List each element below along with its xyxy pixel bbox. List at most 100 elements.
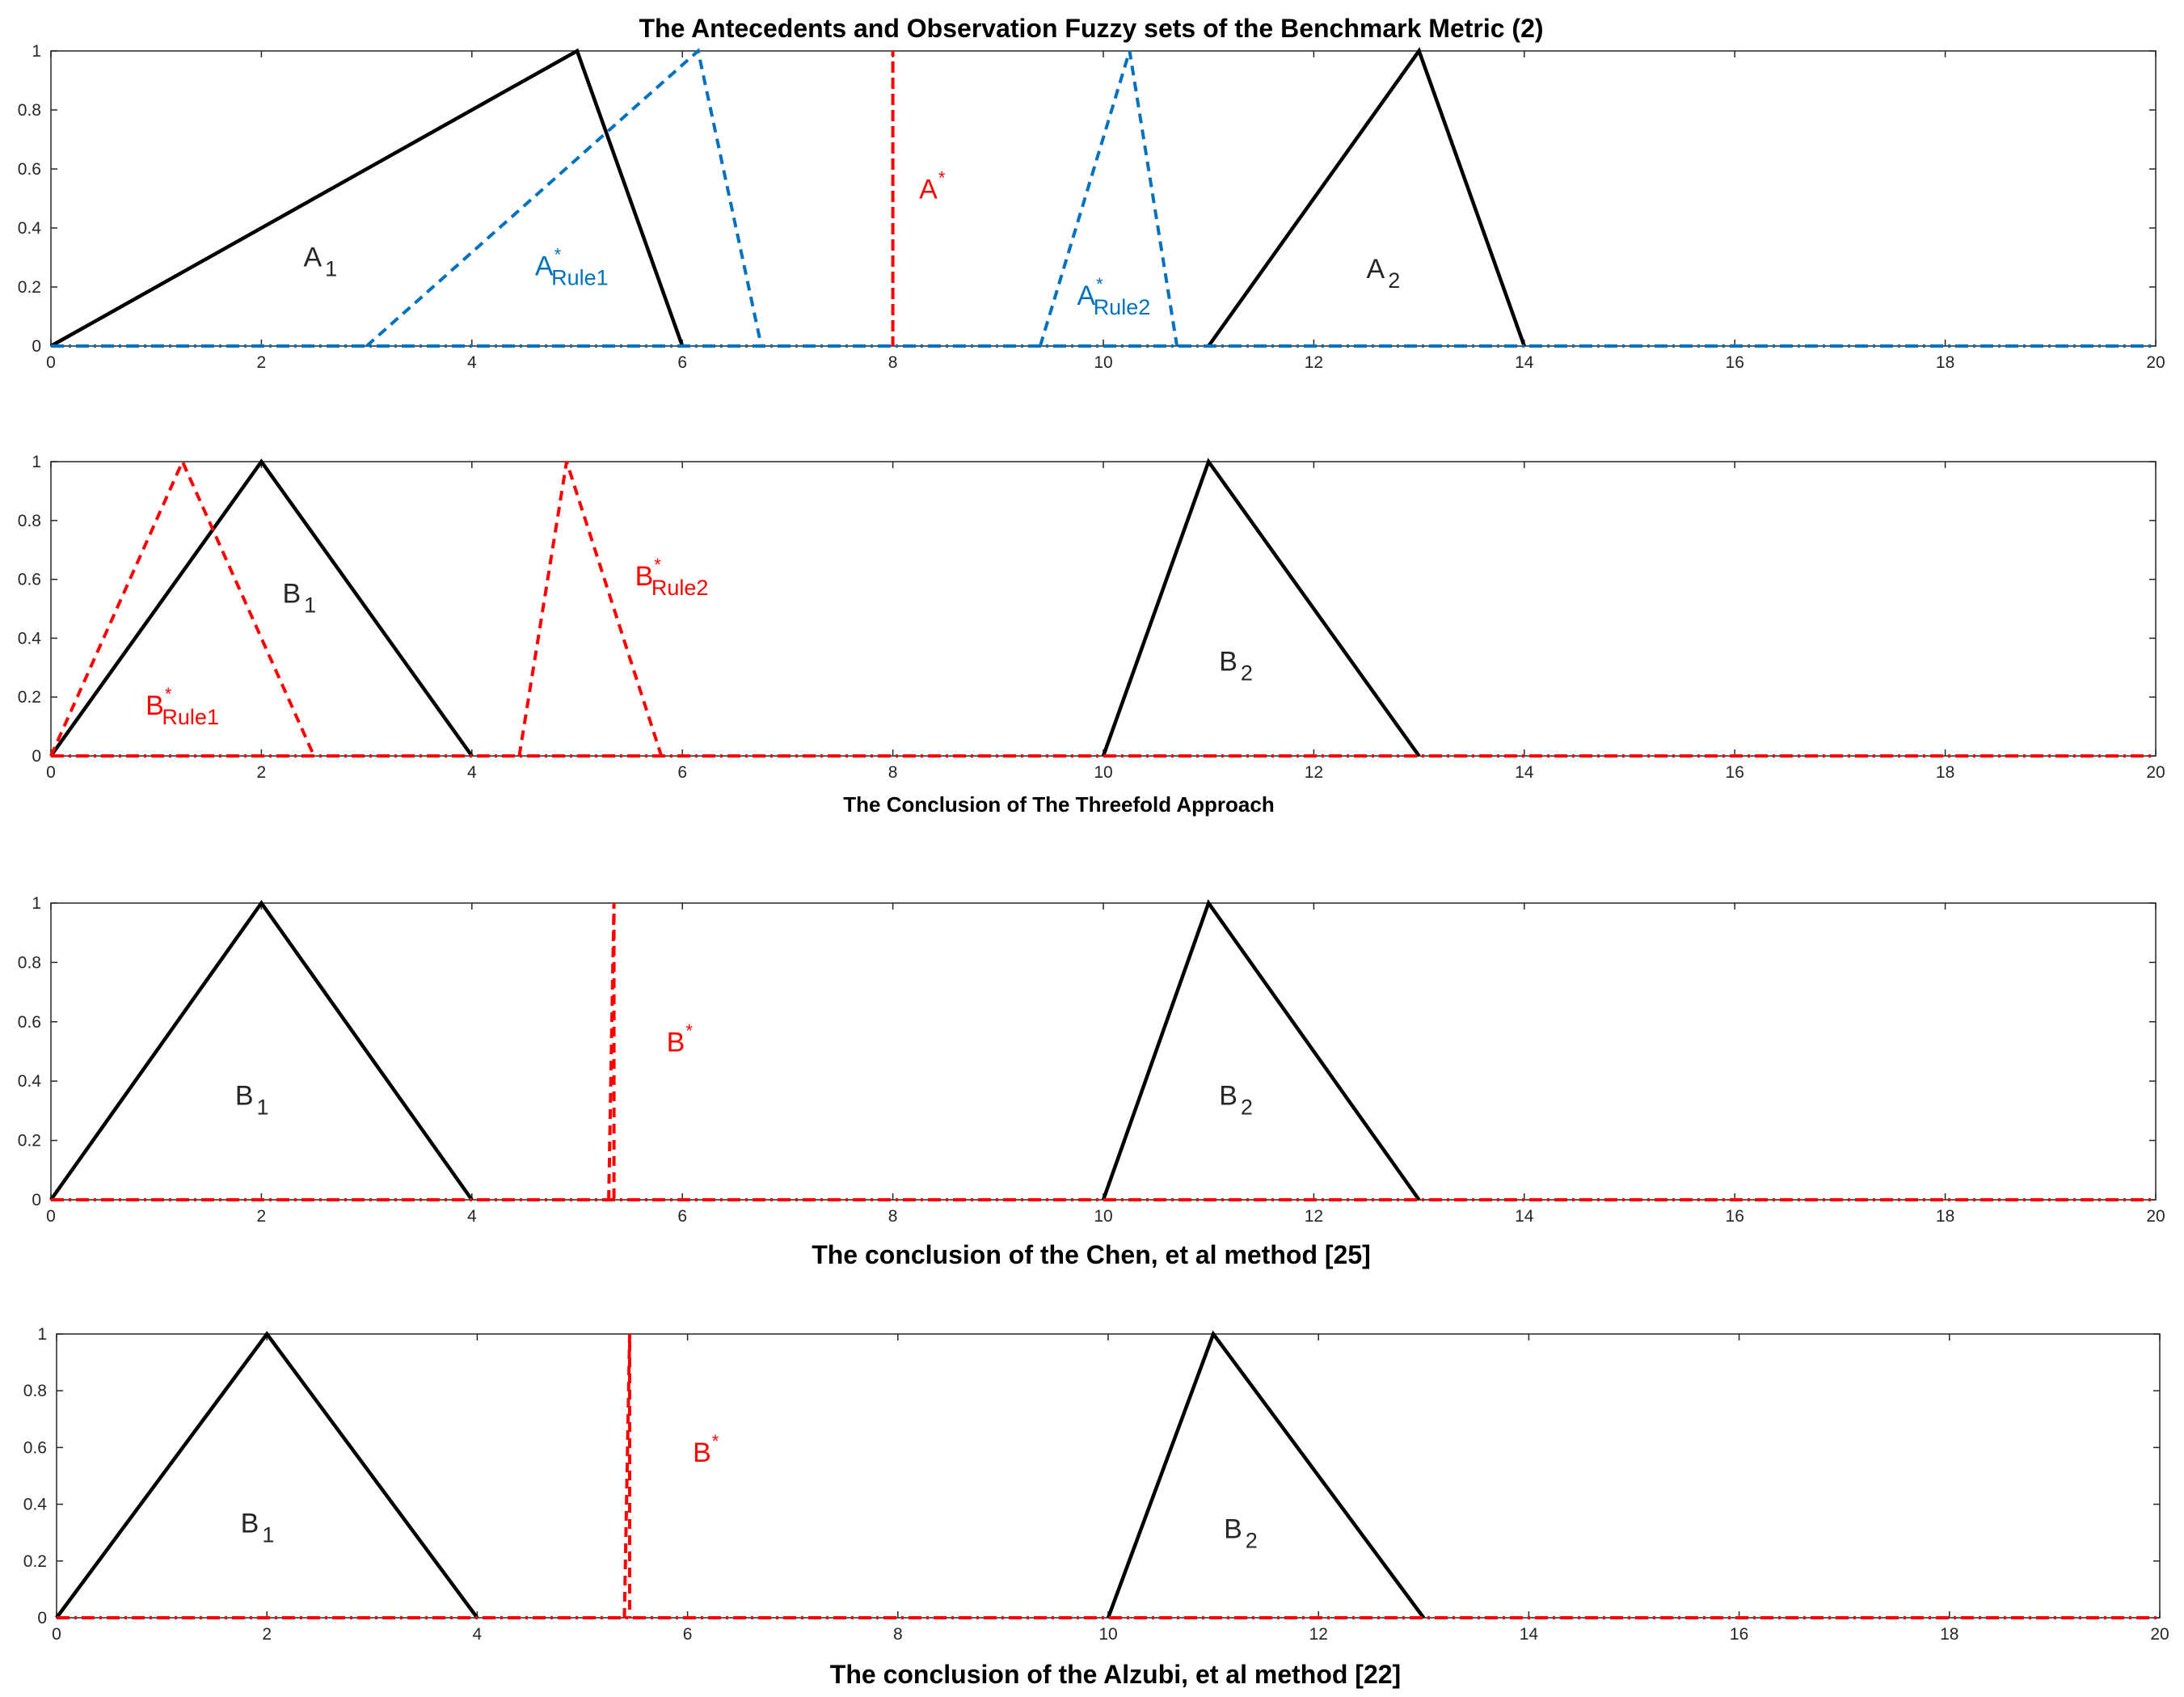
chart-panel-2: 0 2 4 6 8 10 12 14 16 18 20 0 0.2 0.4 0.6 0.8 1 B 1 B* Rule1…: [18, 453, 2165, 817]
set-label: A*: [919, 168, 946, 205]
y-tick-label: 0.8: [18, 101, 41, 120]
x-tick-label: 14: [1515, 1207, 1534, 1226]
x-tick-label: 10: [1094, 353, 1112, 372]
x-tick-label: 2: [262, 1625, 272, 1644]
y-tick-label: 0.4: [23, 1496, 48, 1514]
x-tick-label: 2: [257, 1207, 267, 1226]
y-tick-label: 0.4: [18, 629, 42, 648]
x-tick-label: 0: [46, 353, 56, 372]
y-tick-label: 0.2: [23, 1552, 47, 1571]
series-line-2: [1101, 899, 1421, 1201]
x-tick-label: 20: [2146, 763, 2165, 782]
series-line-3: [622, 1333, 631, 1619]
chart-panel-1: 0 2 4 6 8 10 12 14 16 18 20 0 0.2 0.4 0.6 0.8 1 A 1 A* Rule1…: [18, 14, 2165, 372]
x-tick-label: 12: [1309, 1625, 1328, 1644]
series-line-4: [517, 461, 664, 757]
x-tick-label: 12: [1305, 763, 1323, 782]
x-tick-label: 14: [1515, 763, 1534, 782]
set-label: B*: [667, 1021, 694, 1058]
x-tick-label: 0: [52, 1625, 61, 1644]
x-tick-label: 14: [1515, 353, 1534, 372]
axes-frame: [50, 50, 2157, 347]
x-tick-label: 4: [473, 1625, 483, 1644]
set-label: B* Rule1: [145, 684, 219, 729]
y-tick-label: 0.4: [18, 219, 42, 238]
x-tick-label: 18: [1936, 763, 1954, 782]
y-tick-label: 0.2: [18, 688, 41, 707]
x-tick-label: 14: [1520, 1625, 1539, 1644]
y-tick-label: 0.6: [18, 160, 41, 179]
set-label: A* Rule1: [535, 244, 609, 289]
x-tick-label: 8: [888, 763, 898, 782]
series-line-1: [49, 48, 685, 348]
x-tick-label: 18: [1940, 1625, 1958, 1644]
chart-title: The Conclusion of The Threefold Approach: [843, 792, 1274, 817]
series-line-2: [1106, 1330, 1426, 1619]
x-tick-label: 4: [467, 763, 477, 782]
x-tick-label: 18: [1936, 1207, 1954, 1226]
set-label: B*: [693, 1431, 719, 1468]
set-label: B* Rule2: [635, 555, 709, 600]
x-tick-label: 2: [257, 763, 267, 782]
x-tick-label: 20: [2146, 1207, 2165, 1226]
x-tick-label: 0: [46, 763, 56, 782]
y-tick-label: 1: [32, 42, 41, 61]
y-tick-label: 0: [32, 337, 41, 356]
axes-frame: [56, 1333, 2161, 1619]
y-tick-label: 0: [32, 747, 41, 766]
x-tick-label: 16: [1726, 353, 1744, 372]
x-tick-label: 2: [257, 353, 267, 372]
axes-frame: [50, 902, 2157, 1201]
series-line-3: [607, 902, 616, 1201]
y-tick-label: 0.8: [18, 953, 41, 972]
x-tick-label: 0: [46, 1207, 56, 1226]
series-line-3: [365, 48, 763, 348]
y-tick-label: 1: [32, 894, 41, 913]
chart-panel-3: 0 2 4 6 8 10 12 14 16 18 20 0 0.2 0.4 0.6 0.8 1 B 1 B* B 2 The…: [18, 894, 2165, 1269]
y-tick-label: 0: [32, 1191, 41, 1209]
y-tick-label: 0.6: [18, 1013, 41, 1032]
set-label: A* Rule2: [1077, 274, 1150, 319]
x-tick-label: 8: [888, 353, 898, 372]
x-tick-label: 16: [1726, 763, 1744, 782]
x-tick-label: 4: [467, 353, 477, 372]
x-tick-label: 6: [683, 1625, 693, 1644]
chart-title: The conclusion of the Alzubi, et al meth…: [830, 1660, 1401, 1689]
y-tick-label: 0: [37, 1609, 47, 1627]
y-tick-label: 0.8: [18, 512, 41, 530]
series-line-1: [55, 1331, 479, 1619]
series-line-4: [1038, 50, 1179, 347]
y-tick-label: 0.8: [23, 1382, 47, 1400]
y-tick-label: 0.2: [18, 1132, 41, 1150]
chart-title: The Antecedents and Observation Fuzzy se…: [639, 14, 1543, 43]
x-tick-label: 10: [1094, 763, 1112, 782]
x-tick-label: 10: [1098, 1625, 1117, 1644]
x-tick-label: 6: [677, 763, 687, 782]
x-tick-label: 16: [1730, 1625, 1748, 1644]
x-tick-label: 16: [1726, 1207, 1744, 1226]
series-line-3: [49, 458, 316, 757]
x-tick-label: 6: [677, 353, 687, 372]
x-tick-label: 4: [467, 1207, 477, 1226]
y-tick-label: 0.6: [18, 571, 41, 589]
chart-panel-4: 0 2 4 6 8 10 12 14 16 18 20 0 0.2 0.4 0.6 0.8 1 B 1 B* B 2 The…: [23, 1325, 2169, 1689]
y-tick-label: 1: [37, 1325, 47, 1344]
y-tick-label: 0.4: [18, 1072, 42, 1091]
x-tick-label: 18: [1936, 353, 1954, 372]
axes-frame: [50, 461, 2157, 757]
chart-title: The conclusion of the Chen, et al method…: [812, 1240, 1371, 1269]
x-tick-label: 8: [893, 1625, 903, 1644]
x-tick-label: 20: [2150, 1625, 2169, 1644]
x-tick-label: 20: [2146, 353, 2165, 372]
y-tick-label: 0.2: [18, 278, 41, 297]
series-line-2: [1207, 47, 1526, 348]
x-tick-label: 6: [677, 1207, 687, 1226]
